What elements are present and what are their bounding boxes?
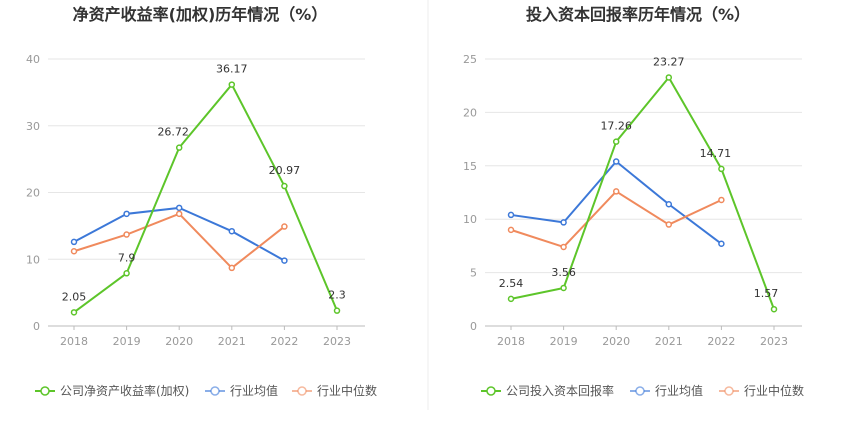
data-point xyxy=(560,284,567,292)
data-point xyxy=(612,188,620,195)
x-tick-label: 2021 xyxy=(218,335,246,348)
legend-label: 行业中位数 xyxy=(317,383,377,398)
x-tick-label: 2023 xyxy=(760,335,788,348)
data-point xyxy=(175,144,183,151)
data-point xyxy=(507,211,515,219)
data-label: 7.9 xyxy=(118,251,136,264)
data-point xyxy=(123,270,130,277)
x-tick-label: 2023 xyxy=(323,335,351,348)
data-label: 1.57 xyxy=(754,287,779,300)
data-point xyxy=(228,227,236,235)
data-point xyxy=(175,204,183,212)
series-line xyxy=(73,83,338,314)
legend: 公司净资产收益率(加权) 行业均值 行业中位数 xyxy=(35,383,377,398)
legend-label: 公司投入资本回报率 xyxy=(506,383,614,398)
data-point xyxy=(507,226,515,234)
data-point xyxy=(560,243,567,251)
x-tick-label: 2020 xyxy=(165,335,193,348)
data-point xyxy=(70,238,78,246)
data-label: 26.72 xyxy=(157,126,189,139)
data-point xyxy=(507,295,515,303)
x-tick-label: 2020 xyxy=(602,335,630,348)
legend-item[interactable]: 行业均值 xyxy=(205,383,278,398)
y-tick-label: 15 xyxy=(463,160,477,173)
x-tick-label: 2022 xyxy=(270,335,298,348)
chart-title: 投入资本回报率历年情况（%） xyxy=(526,5,750,24)
data-label: 36.17 xyxy=(216,63,248,76)
data-point xyxy=(333,307,341,314)
data-point xyxy=(612,138,620,145)
legend-item[interactable]: 公司净资产收益率(加权) xyxy=(35,383,189,398)
data-point xyxy=(665,221,673,228)
data-point xyxy=(281,182,288,190)
data-point xyxy=(665,74,673,81)
legend-item[interactable]: 行业中位数 xyxy=(292,383,377,398)
x-tick-label: 2018 xyxy=(60,335,88,348)
chart-title: 净资产收益率(加权)历年情况（%） xyxy=(73,5,328,24)
data-label: 14.71 xyxy=(700,147,732,160)
legend-swatch-marker xyxy=(635,386,645,396)
legend: 公司投入资本回报率 行业均值 行业中位数 xyxy=(481,383,804,398)
data-label: 2.54 xyxy=(499,277,524,290)
legend-swatch-marker xyxy=(724,386,734,396)
y-tick-label: 0 xyxy=(470,320,477,333)
y-tick-label: 0 xyxy=(33,320,40,333)
data-point xyxy=(123,210,130,218)
legend-swatch-marker xyxy=(486,386,496,396)
data-label: 2.05 xyxy=(62,290,87,303)
data-point xyxy=(718,165,725,173)
legend-label: 行业均值 xyxy=(230,383,278,398)
legend-item[interactable]: 行业中位数 xyxy=(719,383,804,398)
legend-swatch-marker xyxy=(40,386,50,396)
legend-label: 行业均值 xyxy=(655,383,703,398)
data-label: 3.56 xyxy=(551,266,576,279)
x-tick-label: 2022 xyxy=(707,335,735,348)
legend-item[interactable]: 行业均值 xyxy=(630,383,703,398)
x-tick-label: 2018 xyxy=(497,335,525,348)
data-point xyxy=(665,200,673,208)
data-point xyxy=(228,81,236,88)
data-point xyxy=(123,231,130,238)
data-point xyxy=(770,305,778,313)
data-point xyxy=(718,240,725,248)
series-line xyxy=(73,212,286,269)
series-line xyxy=(510,160,723,245)
y-tick-label: 20 xyxy=(26,187,40,200)
data-point xyxy=(612,158,620,165)
data-label: 20.97 xyxy=(269,164,301,177)
data-label: 2.3 xyxy=(328,289,346,302)
y-tick-label: 25 xyxy=(463,53,477,66)
legend-item[interactable]: 公司投入资本回报率 xyxy=(481,383,614,398)
series-line xyxy=(510,76,775,310)
x-tick-label: 2021 xyxy=(655,335,683,348)
y-tick-label: 5 xyxy=(470,267,477,280)
legend-swatch-marker xyxy=(297,386,307,396)
y-tick-label: 20 xyxy=(463,106,477,119)
x-tick-label: 2019 xyxy=(113,335,141,348)
data-point xyxy=(281,257,288,264)
chart-2: 投入资本回报率历年情况（%） 0 5 10 15 20 25 2018 2019 2020 2021… xyxy=(463,5,804,398)
data-point xyxy=(175,210,183,218)
data-label: 23.27 xyxy=(653,55,685,68)
y-tick-label: 30 xyxy=(26,120,40,133)
legend-swatch-marker xyxy=(210,386,220,396)
y-tick-label: 40 xyxy=(26,53,40,66)
data-point xyxy=(228,264,236,272)
data-label: 17.26 xyxy=(600,120,632,133)
y-tick-label: 10 xyxy=(26,253,40,266)
data-point xyxy=(281,223,288,230)
legend-label: 公司净资产收益率(加权) xyxy=(60,383,189,398)
data-point xyxy=(70,247,78,255)
legend-label: 行业中位数 xyxy=(744,383,804,398)
data-point xyxy=(70,309,78,316)
x-tick-label: 2019 xyxy=(550,335,578,348)
data-point xyxy=(718,196,725,204)
chart-1: 净资产收益率(加权)历年情况（%） 0 10 20 30 40 2018 2019 2020 20… xyxy=(26,5,377,398)
data-point xyxy=(560,219,567,226)
y-tick-label: 10 xyxy=(463,213,477,226)
